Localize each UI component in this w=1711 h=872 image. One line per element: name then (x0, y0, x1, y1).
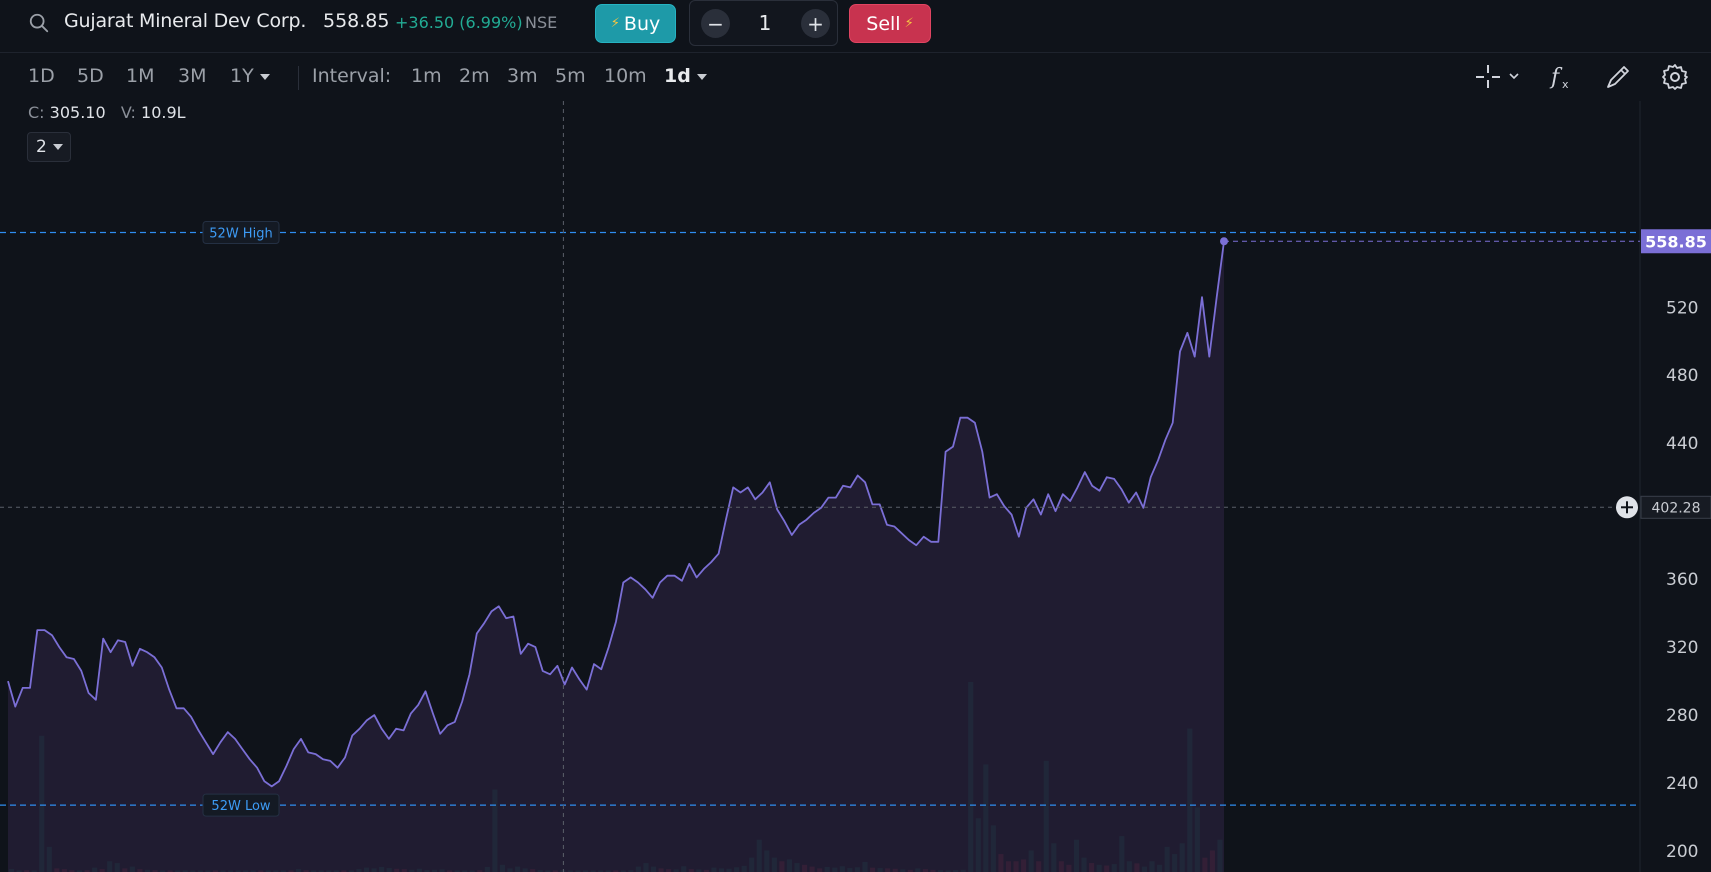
plus-icon[interactable]: + (801, 9, 830, 38)
interval-1d-label: 1d (664, 65, 691, 87)
price-axis-tick: 200 (1666, 842, 1698, 862)
interval-1d-dropdown[interactable]: 1d (664, 65, 707, 87)
close-label: C: (28, 103, 45, 122)
settings-gear-icon[interactable] (1660, 62, 1690, 92)
range-1d[interactable]: 1D (28, 65, 55, 87)
quantity-stepper[interactable]: − 1 + (689, 0, 838, 46)
caret-down-icon (259, 73, 270, 80)
sell-button-label: Sell (866, 12, 901, 35)
crosshair-price-tag (1640, 495, 1711, 519)
interval-10m[interactable]: 10m (604, 65, 647, 87)
indicators-fx-icon[interactable]: f x (1547, 62, 1577, 92)
price-axis-tick: 440 (1666, 434, 1698, 454)
buy-button[interactable]: ⚡ Buy (595, 4, 676, 43)
interval-3m[interactable]: 3m (507, 65, 538, 87)
caret-down-icon (696, 73, 707, 80)
exchange-label[interactable]: NSE (525, 13, 558, 32)
range-1y-label: 1Y (230, 65, 254, 87)
price-axis-tick: 520 (1666, 298, 1698, 318)
price-change: +36.50 (6.99%) (395, 13, 523, 32)
drawing-pen-icon[interactable] (1603, 62, 1633, 92)
close-value: 305.10 (49, 103, 106, 122)
sell-button[interactable]: Sell ⚡ (849, 4, 931, 43)
interval-2m[interactable]: 2m (459, 65, 490, 87)
last-price-tag-label: 558.85 (1645, 232, 1707, 251)
price-axis[interactable]: 520 480 440 360 320 280 240 200 558.85 402.28 (1616, 229, 1711, 862)
symbol-name[interactable]: Gujarat Mineral Dev Corp. (64, 10, 307, 32)
range-3m[interactable]: 3M (178, 65, 207, 87)
price-axis-tick: 480 (1666, 366, 1698, 386)
lightning-icon: ⚡ (904, 16, 914, 31)
price-area (8, 241, 1224, 872)
range-1y-dropdown[interactable]: 1Y (230, 65, 270, 87)
toolbar-divider (298, 66, 299, 90)
52w-high-label: 52W High (209, 227, 272, 242)
crosshair-price-label: 402.28 (1652, 500, 1701, 516)
series-dropdown-value: 2 (36, 137, 47, 157)
volume-value: 10.9L (141, 103, 186, 122)
price-axis-tick: 240 (1666, 774, 1698, 794)
52w-low-tag (202, 793, 280, 817)
last-price-tag (1641, 229, 1711, 254)
interval-label: Interval: (312, 65, 392, 87)
chart-markers: 52W High 52W Low (0, 101, 1640, 872)
price-line (7, 241, 1225, 788)
search-icon[interactable] (28, 12, 50, 34)
svg-text:f: f (1549, 65, 1563, 90)
price-axis-tick: 360 (1666, 570, 1698, 590)
52w-low-label: 52W Low (211, 799, 270, 814)
quantity-value[interactable]: 1 (758, 11, 772, 35)
interval-1m[interactable]: 1m (411, 65, 442, 87)
range-1m[interactable]: 1M (126, 65, 155, 87)
chart-toolbar: 1D 5D 1M 3M 1Y Interval: 1m 2m 3m 5m 10m… (0, 53, 1711, 101)
volume-label: V: (120, 103, 136, 122)
last-price-dot (1220, 237, 1228, 246)
lightning-icon: ⚡ (610, 16, 620, 31)
buy-button-label: Buy (623, 12, 661, 35)
caret-down-icon (52, 144, 63, 150)
price-axis-tick: 280 (1666, 706, 1698, 726)
ohlc-legend: C: 305.10 V: 10.9L (28, 103, 186, 122)
svg-text:x: x (1562, 78, 1569, 91)
price-axis-tick: 320 (1666, 638, 1698, 658)
price-chart[interactable]: 52W High 52W Low 520 480 440 360 320 280 240 200… (0, 101, 1711, 872)
range-5d[interactable]: 5D (77, 65, 104, 87)
symbol-header: Gujarat Mineral Dev Corp. 558.85 +36.50 … (0, 0, 1711, 53)
series-dropdown[interactable]: 2 (27, 132, 71, 162)
crosshair-icon[interactable] (1474, 62, 1524, 92)
minus-icon[interactable]: − (701, 9, 730, 38)
interval-5m[interactable]: 5m (555, 65, 586, 87)
last-price: 558.85 (323, 10, 390, 32)
52w-high-tag (202, 221, 280, 245)
